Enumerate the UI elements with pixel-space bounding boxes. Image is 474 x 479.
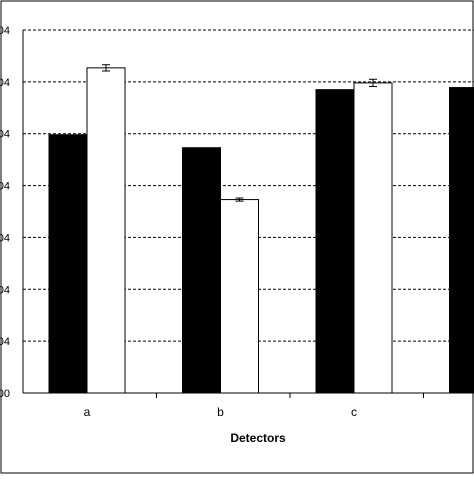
- bar-series-1-a: [49, 135, 87, 393]
- y-tick-label: 04: [0, 25, 10, 37]
- x-tick-label: c: [351, 405, 357, 419]
- bar-series-2-a: [87, 68, 125, 393]
- bar-series-1-b: [183, 148, 221, 393]
- x-axis-label: Detectors: [230, 431, 286, 445]
- y-tick-label: 04: [0, 284, 10, 296]
- x-tick-label: b: [217, 405, 224, 419]
- y-tick-label: 04: [0, 129, 10, 141]
- x-tick-label: a: [84, 405, 91, 419]
- bar-series-2-c: [354, 83, 392, 393]
- y-tick-label: 04: [0, 232, 10, 244]
- y-tick-label: 04: [0, 181, 10, 193]
- y-tick-label: 00: [0, 388, 10, 400]
- y-tick-label: 04: [0, 336, 10, 348]
- bar-series-1-c: [316, 90, 354, 393]
- bar-series-1-d: [450, 88, 474, 393]
- bar-series-2-b: [221, 200, 259, 393]
- y-tick-label: 04: [0, 77, 10, 89]
